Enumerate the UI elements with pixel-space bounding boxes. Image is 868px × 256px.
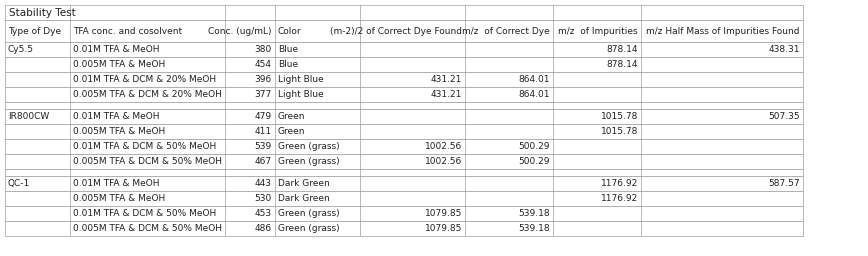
Text: Stability Test: Stability Test [9,7,76,17]
Text: 0.01M TFA & MeOH: 0.01M TFA & MeOH [73,179,160,188]
Text: 0.01M TFA & MeOH: 0.01M TFA & MeOH [73,112,160,121]
Text: m/z  of Correct Dye: m/z of Correct Dye [463,27,550,36]
Text: 443: 443 [255,179,272,188]
Text: 377: 377 [254,90,272,99]
Bar [5,139,803,154]
Text: 411: 411 [255,127,272,136]
Text: 587.57: 587.57 [768,179,800,188]
Text: IR800CW: IR800CW [8,112,49,121]
Text: 0.01M TFA & DCM & 20% MeOH: 0.01M TFA & DCM & 20% MeOH [73,75,216,84]
Text: 438.31: 438.31 [768,45,800,54]
Text: Conc. (ug/mL): Conc. (ug/mL) [208,27,272,36]
Bar [5,124,803,139]
Bar [5,221,803,236]
Text: Blue: Blue [278,45,298,54]
Text: 507.35: 507.35 [768,112,800,121]
Bar [5,42,803,57]
Text: 1015.78: 1015.78 [601,112,638,121]
Text: 0.01M TFA & MeOH: 0.01M TFA & MeOH [73,45,160,54]
Text: 1079.85: 1079.85 [424,209,462,218]
Text: 453: 453 [255,209,272,218]
Text: 1002.56: 1002.56 [424,157,462,166]
Bar [5,109,803,124]
Bar [5,169,803,176]
Text: 486: 486 [255,224,272,233]
Bar [5,57,803,72]
Text: 0.01M TFA & DCM & 50% MeOH: 0.01M TFA & DCM & 50% MeOH [73,142,216,151]
Text: 0.005M TFA & DCM & 50% MeOH: 0.005M TFA & DCM & 50% MeOH [73,224,222,233]
Text: 431.21: 431.21 [431,90,462,99]
Text: 539.18: 539.18 [518,224,550,233]
Text: QC-1: QC-1 [8,179,30,188]
Text: 500.29: 500.29 [518,157,550,166]
Text: (m-2)/2 of Correct Dye Found: (m-2)/2 of Correct Dye Found [330,27,462,36]
Text: 539.18: 539.18 [518,209,550,218]
Text: 878.14: 878.14 [607,60,638,69]
Text: 0.005M TFA & DCM & 20% MeOH: 0.005M TFA & DCM & 20% MeOH [73,90,222,99]
Text: Green (grass): Green (grass) [278,209,339,218]
Text: 467: 467 [255,157,272,166]
Text: Blue: Blue [278,60,298,69]
Text: 539: 539 [254,142,272,151]
Bar [5,87,803,102]
Text: m/z Half Mass of Impurities Found: m/z Half Mass of Impurities Found [647,27,800,36]
Text: 0.005M TFA & MeOH: 0.005M TFA & MeOH [73,194,165,203]
Text: 864.01: 864.01 [518,90,550,99]
Text: Green: Green [278,112,306,121]
Text: 454: 454 [255,60,272,69]
Text: 0.01M TFA & DCM & 50% MeOH: 0.01M TFA & DCM & 50% MeOH [73,209,216,218]
Text: 530: 530 [254,194,272,203]
Text: Dark Green: Dark Green [278,194,330,203]
Bar [5,191,803,206]
Text: TFA conc. and cosolvent: TFA conc. and cosolvent [73,27,182,36]
Text: 479: 479 [255,112,272,121]
Text: Green: Green [278,127,306,136]
Bar [5,206,803,221]
Bar [5,176,803,191]
Text: m/z  of Impurities: m/z of Impurities [558,27,638,36]
Text: 380: 380 [254,45,272,54]
Bar [5,102,803,109]
Text: Light Blue: Light Blue [278,90,324,99]
Text: 0.005M TFA & DCM & 50% MeOH: 0.005M TFA & DCM & 50% MeOH [73,157,222,166]
Text: Green (grass): Green (grass) [278,224,339,233]
Text: 1176.92: 1176.92 [601,194,638,203]
Text: Color: Color [278,27,301,36]
Text: 431.21: 431.21 [431,75,462,84]
Text: Green (grass): Green (grass) [278,142,339,151]
Text: 0.005M TFA & MeOH: 0.005M TFA & MeOH [73,127,165,136]
Text: 500.29: 500.29 [518,142,550,151]
Bar [5,72,803,87]
Text: Dark Green: Dark Green [278,179,330,188]
Text: 878.14: 878.14 [607,45,638,54]
Text: 1015.78: 1015.78 [601,127,638,136]
Text: Type of Dye: Type of Dye [8,27,61,36]
Text: 1176.92: 1176.92 [601,179,638,188]
Text: 396: 396 [254,75,272,84]
Text: 0.005M TFA & MeOH: 0.005M TFA & MeOH [73,60,165,69]
Bar [5,20,803,42]
Text: 1002.56: 1002.56 [424,142,462,151]
Text: Green (grass): Green (grass) [278,157,339,166]
Bar [5,5,803,20]
Text: Light Blue: Light Blue [278,75,324,84]
Text: 1079.85: 1079.85 [424,224,462,233]
Bar [5,154,803,169]
Text: 864.01: 864.01 [518,75,550,84]
Text: Cy5.5: Cy5.5 [8,45,34,54]
